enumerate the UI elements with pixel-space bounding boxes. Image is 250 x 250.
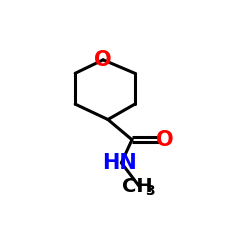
Text: O: O [156, 130, 174, 150]
Text: HN: HN [102, 153, 137, 173]
Text: O: O [94, 50, 112, 70]
Text: CH: CH [122, 178, 153, 197]
Text: 3: 3 [146, 184, 155, 198]
